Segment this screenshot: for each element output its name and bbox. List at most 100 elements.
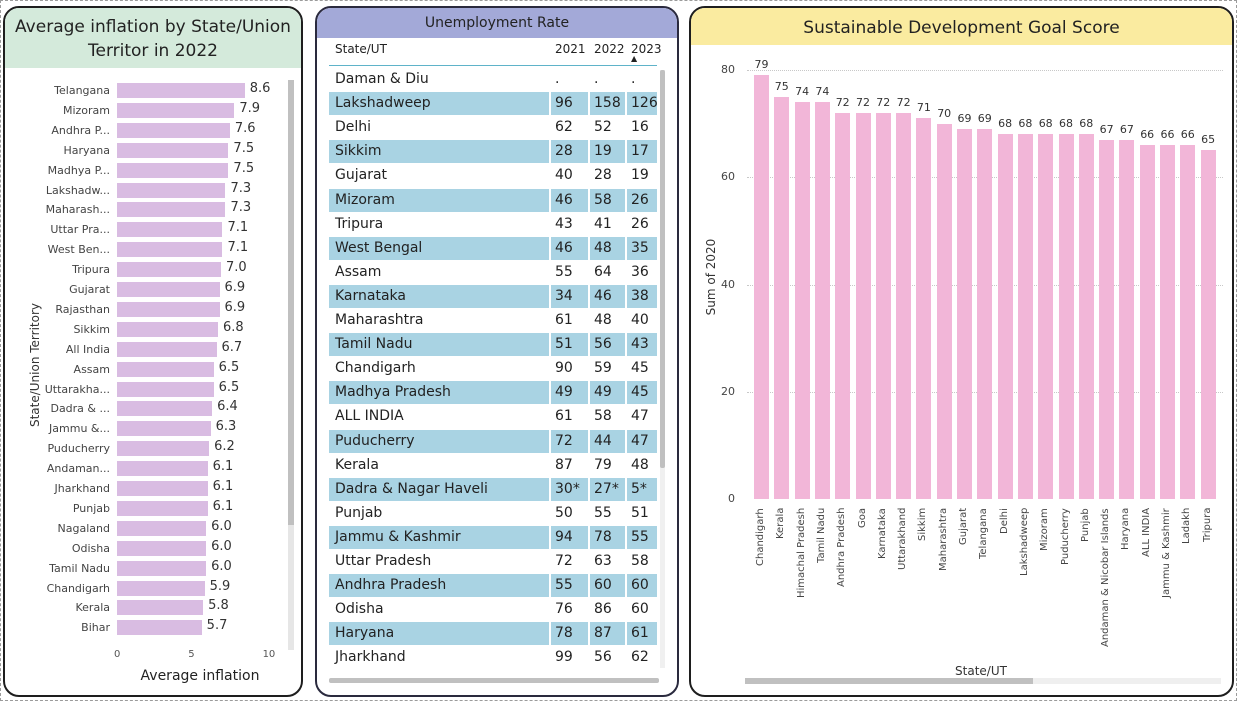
inflation-bar[interactable]: [117, 481, 208, 496]
cell-2023: 126: [631, 95, 658, 112]
table-row[interactable]: Madhya Pradesh 49 49 45: [329, 381, 657, 405]
inflation-bar[interactable]: [117, 262, 221, 278]
table-row[interactable]: Lakshadweep 96 158 126: [329, 92, 658, 116]
inflation-bar[interactable]: [117, 381, 214, 397]
sdg-bar[interactable]: [814, 102, 830, 499]
sdg-bar[interactable]: [1038, 134, 1054, 499]
inflation-bar[interactable]: [117, 401, 213, 417]
inflation-bar[interactable]: [117, 500, 208, 516]
sdg-bar[interactable]: [754, 75, 769, 499]
column-header-2022[interactable]: 2022: [594, 42, 625, 56]
inflation-bar[interactable]: [117, 421, 211, 437]
column-header-2021[interactable]: 2021: [555, 42, 586, 56]
sdg-bar-value: 65: [1201, 133, 1216, 147]
sdg-bar[interactable]: [855, 112, 871, 499]
table-row[interactable]: Haryana 78 87 61: [329, 622, 657, 646]
table-row[interactable]: Dadra & Nagar Haveli 30* 27* 5*: [329, 477, 657, 501]
inflation-bar[interactable]: [117, 520, 207, 536]
sdg-horizontal-scrollbar[interactable]: [745, 678, 1221, 684]
table-row[interactable]: Puducherry 72 44 47: [329, 429, 657, 453]
table-row[interactable]: Punjab 50 55 51: [329, 502, 657, 525]
table-row[interactable]: Delhi 62 52 16: [329, 116, 657, 139]
inflation-bar[interactable]: [117, 162, 229, 178]
inflation-bar[interactable]: [117, 222, 223, 238]
sdg-bar[interactable]: [977, 128, 993, 499]
table-row[interactable]: Kerala 87 79 48: [329, 454, 657, 477]
inflation-bar[interactable]: [117, 202, 226, 218]
inflation-bar[interactable]: [117, 242, 223, 258]
inflation-bar[interactable]: [117, 83, 245, 98]
sdg-bar[interactable]: [1180, 145, 1196, 499]
unemployment-table-panel[interactable]: Unemployment Rate State/UT 2021 2022 202…: [315, 6, 679, 697]
inflation-bar[interactable]: [117, 321, 219, 337]
sdg-bar[interactable]: [936, 123, 952, 499]
inflation-bar[interactable]: [117, 560, 207, 576]
inflation-bar[interactable]: [117, 461, 208, 477]
table-horizontal-scrollbar[interactable]: [329, 678, 659, 683]
inflation-bar[interactable]: [117, 540, 207, 556]
inflation-chart-panel[interactable]: Average inflation by State/Union Territo…: [3, 6, 303, 697]
table-vertical-scrollbar[interactable]: [660, 70, 665, 668]
sdg-bar[interactable]: [1058, 134, 1074, 499]
sort-ascending-icon[interactable]: ▲: [631, 54, 638, 63]
table-row[interactable]: Gujarat 40 28 19: [329, 164, 657, 187]
inflation-bar[interactable]: [117, 142, 229, 158]
sdg-bar[interactable]: [916, 118, 932, 499]
sdg-bar[interactable]: [835, 112, 851, 499]
table-row[interactable]: Karnataka 34 46 38: [329, 284, 657, 308]
sdg-bar[interactable]: [774, 96, 790, 499]
inflation-bar-value: 5.8: [208, 598, 229, 614]
table-row[interactable]: Assam 55 64 36: [329, 261, 657, 284]
table-row[interactable]: Andhra Pradesh 55 60 60: [329, 574, 657, 598]
sdg-bar[interactable]: [875, 112, 891, 499]
table-row[interactable]: Daman & Diu...: [329, 68, 657, 91]
inflation-bar[interactable]: [117, 282, 220, 297]
sdg-bar[interactable]: [1017, 134, 1033, 499]
table-row[interactable]: Odisha 76 86 60: [329, 598, 657, 621]
sdg-bar[interactable]: [1119, 139, 1135, 499]
table-scroll-thumb[interactable]: [660, 70, 665, 468]
cell-state: ALL INDIA: [335, 408, 404, 425]
inflation-row-label: Maharash...: [45, 203, 110, 217]
inflation-bar-value: 6.2: [214, 439, 235, 455]
sdg-chart-panel[interactable]: Sustainable Development Goal Score 0 20 40…: [689, 6, 1234, 697]
column-header-state[interactable]: State/UT: [335, 42, 387, 56]
inflation-bar[interactable]: [117, 182, 226, 198]
table-row[interactable]: Uttar Pradesh 72 63 58: [329, 550, 657, 573]
inflation-vertical-scrollbar[interactable]: [288, 80, 294, 650]
sdg-bar[interactable]: [1099, 139, 1115, 499]
inflation-bar-value: 6.5: [218, 379, 240, 395]
table-row[interactable]: Maharashtra 61 48 40: [329, 309, 657, 332]
table-row[interactable]: Tamil Nadu 51 56 43: [329, 333, 657, 357]
sdg-bar[interactable]: [957, 128, 972, 499]
inflation-bar[interactable]: [117, 301, 220, 317]
sdg-bar[interactable]: [997, 134, 1013, 499]
table-row[interactable]: Sikkim 28 19 17: [329, 140, 657, 164]
cell-2023: 60: [631, 601, 649, 618]
sdg-bar[interactable]: [1139, 145, 1155, 499]
table-row[interactable]: Chandigarh 90 59 45: [329, 357, 657, 380]
inflation-row-label: Mizoram: [62, 103, 110, 117]
table-row[interactable]: Mizoram 46 58 26: [329, 188, 657, 212]
table-row[interactable]: Jharkhand 99 56 62: [329, 646, 657, 669]
sdg-bar[interactable]: [1200, 150, 1216, 499]
inflation-bar[interactable]: [117, 341, 217, 357]
column-header-2023[interactable]: 2023: [631, 42, 662, 56]
inflation-bar[interactable]: [117, 102, 235, 118]
inflation-scroll-thumb[interactable]: [288, 80, 294, 525]
inflation-bar[interactable]: [117, 441, 210, 457]
table-row[interactable]: Tripura 43 41 26: [329, 213, 657, 236]
sdg-bar[interactable]: [794, 102, 810, 499]
sdg-scroll-thumb[interactable]: [745, 678, 1033, 684]
table-row[interactable]: West Bengal 46 48 35: [329, 236, 657, 260]
inflation-bar[interactable]: [117, 620, 202, 636]
table-row[interactable]: Jammu & Kashmir 94 78 55: [329, 525, 657, 549]
sdg-bar[interactable]: [1160, 145, 1175, 499]
table-row[interactable]: ALL INDIA 61 58 47: [329, 405, 657, 428]
sdg-bar[interactable]: [896, 112, 912, 499]
inflation-bar[interactable]: [117, 600, 204, 616]
sdg-bar[interactable]: [1078, 134, 1094, 499]
inflation-bar[interactable]: [117, 122, 230, 138]
inflation-bar[interactable]: [117, 361, 214, 377]
inflation-bar[interactable]: [117, 580, 205, 596]
